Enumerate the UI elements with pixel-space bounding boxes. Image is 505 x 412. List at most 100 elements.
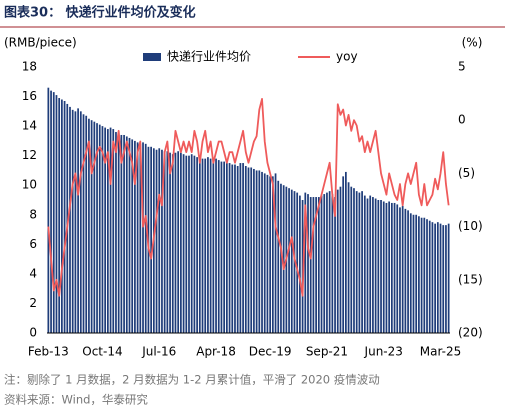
bar bbox=[69, 106, 71, 334]
bar bbox=[244, 166, 247, 333]
bar bbox=[274, 173, 277, 333]
bar bbox=[345, 171, 347, 333]
y-tick-label: 16 bbox=[22, 89, 37, 103]
bar bbox=[434, 223, 436, 333]
bar bbox=[223, 161, 226, 333]
bar bbox=[123, 134, 125, 333]
note: 注：剔除了 1 月数据，2 月数据为 1-2 月累计值，平滑了 2020 疫情波… bbox=[4, 373, 380, 387]
legend-label: 快递行业件均价 bbox=[167, 50, 251, 64]
bar bbox=[445, 225, 447, 333]
bar bbox=[196, 157, 198, 333]
bar bbox=[93, 121, 96, 333]
bar bbox=[353, 188, 355, 333]
bar bbox=[380, 200, 382, 333]
bar bbox=[326, 192, 328, 333]
bar bbox=[180, 152, 182, 333]
legend-label: yoy bbox=[336, 50, 358, 64]
bar bbox=[96, 123, 98, 334]
x-tick-label: Feb-13 bbox=[28, 345, 69, 359]
x-tick-label: Dec-19 bbox=[249, 345, 292, 359]
bar bbox=[193, 155, 196, 333]
bar bbox=[90, 120, 93, 333]
bar bbox=[390, 202, 393, 333]
bar bbox=[169, 152, 171, 333]
bar bbox=[225, 163, 228, 333]
bar bbox=[280, 183, 282, 333]
bar bbox=[266, 174, 269, 333]
bar bbox=[144, 143, 147, 333]
bar bbox=[185, 155, 188, 333]
bar bbox=[220, 161, 223, 333]
bar bbox=[407, 210, 409, 333]
bar bbox=[228, 163, 231, 333]
bar bbox=[428, 220, 431, 333]
bar bbox=[290, 189, 293, 333]
bar bbox=[299, 195, 301, 333]
bar bbox=[139, 143, 142, 333]
bar bbox=[358, 192, 361, 333]
bar bbox=[309, 197, 312, 333]
bar bbox=[115, 132, 117, 333]
bar bbox=[112, 129, 115, 333]
bar bbox=[182, 154, 185, 333]
bar bbox=[277, 180, 280, 333]
y2-axis-label: (%) bbox=[462, 36, 483, 50]
bar bbox=[236, 166, 239, 333]
bar bbox=[396, 204, 399, 333]
bar bbox=[388, 201, 391, 333]
bar bbox=[71, 109, 74, 333]
bar bbox=[250, 167, 253, 333]
y2-tick-label: 5 bbox=[458, 60, 466, 74]
bar bbox=[320, 195, 323, 333]
bar bbox=[98, 124, 101, 333]
bar bbox=[296, 192, 299, 333]
bar bbox=[85, 115, 88, 334]
bar bbox=[217, 160, 220, 333]
bar bbox=[420, 217, 423, 333]
bar bbox=[231, 164, 234, 333]
bar bbox=[239, 163, 242, 333]
y-tick-label: 14 bbox=[22, 119, 37, 133]
bar bbox=[258, 170, 261, 333]
bar bbox=[323, 194, 326, 333]
bar bbox=[350, 186, 353, 333]
bar bbox=[77, 108, 79, 333]
bar bbox=[334, 197, 336, 333]
bar bbox=[426, 219, 428, 333]
bar bbox=[120, 134, 123, 333]
line-series bbox=[47, 98, 450, 297]
y-tick-label: 6 bbox=[29, 237, 37, 251]
x-tick-label: Jun-23 bbox=[364, 345, 403, 359]
bar bbox=[74, 111, 77, 333]
legend-swatch bbox=[143, 53, 161, 61]
bar bbox=[155, 149, 158, 333]
bar bbox=[212, 160, 215, 333]
chart-title: 图表30： 快递行业件均价及变化 bbox=[4, 5, 196, 21]
bar bbox=[412, 214, 415, 333]
y-tick-label: 0 bbox=[29, 326, 37, 340]
bar bbox=[136, 142, 139, 333]
bar bbox=[304, 192, 307, 333]
bar bbox=[88, 118, 90, 333]
bar bbox=[336, 189, 339, 333]
bar bbox=[282, 185, 285, 333]
bar bbox=[439, 223, 442, 333]
bar bbox=[142, 142, 144, 333]
bar bbox=[263, 173, 266, 333]
bar bbox=[288, 188, 290, 333]
bar bbox=[215, 158, 217, 333]
bar bbox=[234, 164, 236, 333]
bar bbox=[104, 127, 107, 333]
bar bbox=[409, 213, 412, 333]
y-tick-label: 12 bbox=[22, 148, 37, 162]
bar bbox=[58, 98, 61, 334]
bar bbox=[101, 126, 104, 333]
bar bbox=[317, 197, 320, 333]
y2-tick-label: 0 bbox=[458, 113, 466, 127]
bar bbox=[271, 176, 274, 333]
bar bbox=[385, 202, 388, 333]
y2-tick-label: (15) bbox=[458, 272, 483, 286]
y2-tick-label: (20) bbox=[458, 326, 483, 340]
bar bbox=[404, 208, 407, 333]
y2-tick-label: (10) bbox=[458, 219, 483, 233]
